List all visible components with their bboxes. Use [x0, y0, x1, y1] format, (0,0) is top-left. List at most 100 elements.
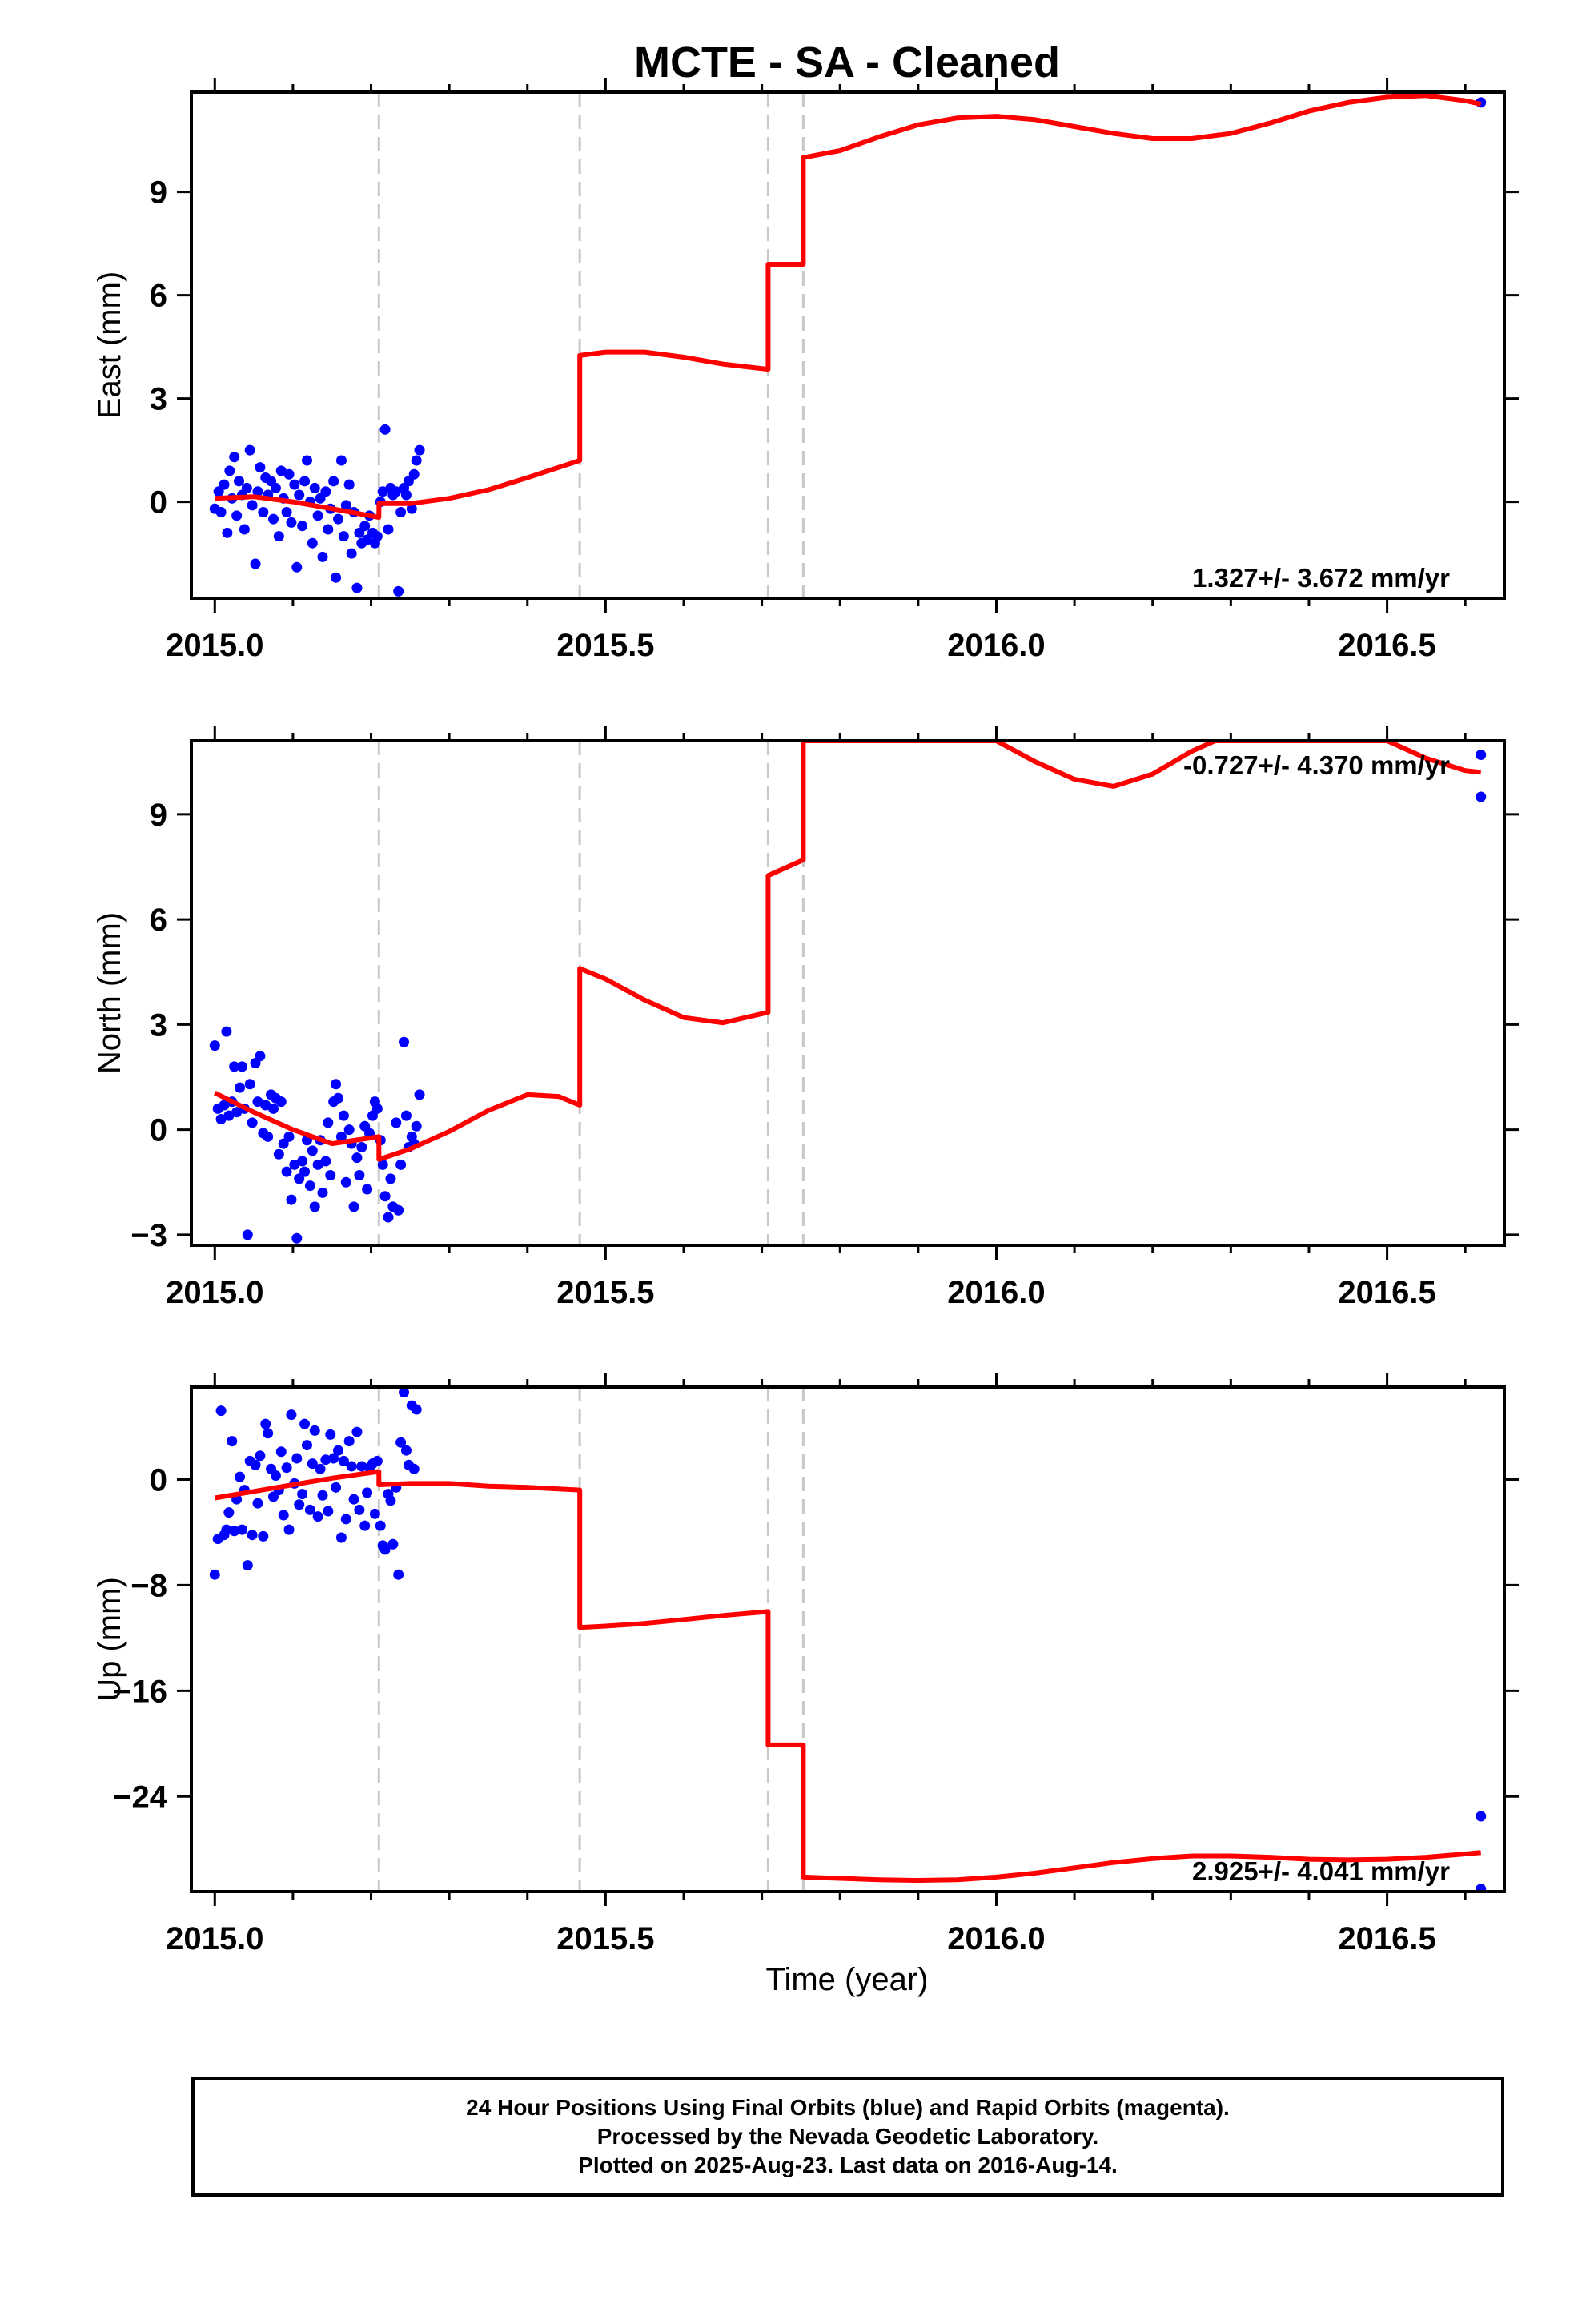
east-data-point — [400, 489, 412, 501]
north-data-point — [354, 1170, 365, 1180]
north-data-point — [244, 1079, 255, 1090]
east-y-tick-label: 3 — [150, 382, 167, 417]
east-data-point — [229, 452, 240, 463]
north-data-point — [320, 1156, 331, 1167]
east-data-point — [299, 476, 311, 487]
north-data-point — [278, 1138, 289, 1149]
up-data-point — [235, 1471, 246, 1482]
east-x-tick-label: 2015.5 — [556, 628, 654, 663]
north-data-point — [299, 1166, 311, 1177]
up-data-point — [301, 1440, 312, 1451]
up-data-point — [379, 1544, 391, 1555]
east-panel: 2015.0 2015.5 2016.0 2016.5 0 3 6 9 East (mm) 1.3… — [92, 78, 1519, 663]
up-data-point — [286, 1409, 297, 1421]
north-data-point — [400, 1110, 412, 1121]
north-y-tick-label: 0 — [150, 1113, 167, 1148]
north-data-point — [343, 1124, 355, 1136]
up-y-tick-label: −16 — [113, 1674, 167, 1709]
east-x-tick-label: 2015.0 — [166, 628, 263, 663]
up-data-point — [209, 1569, 220, 1580]
east-data-point — [289, 479, 300, 490]
east-data-point — [252, 486, 263, 497]
up-data-point — [343, 1436, 355, 1447]
east-data-point — [383, 524, 394, 535]
east-data-point — [411, 455, 422, 466]
up-data-point — [1476, 1884, 1487, 1892]
up-data-point — [299, 1418, 311, 1429]
up-data-point — [309, 1425, 320, 1436]
north-rate-label: -0.727+/- 4.370 mm/yr — [1183, 750, 1450, 780]
north-data-point — [219, 1100, 230, 1111]
east-data-point — [301, 455, 312, 466]
north-data-point — [263, 1131, 274, 1142]
east-data-point — [244, 444, 255, 456]
up-y-tick-label: −8 — [130, 1568, 167, 1603]
east-data-point — [234, 476, 245, 487]
east-rate-label: 1.327+/- 3.672 mm/yr — [1192, 563, 1450, 593]
north-y-tick-label: 3 — [150, 1007, 167, 1043]
up-data-point — [223, 1507, 235, 1518]
north-data-point — [231, 1107, 243, 1118]
east-data-point — [391, 486, 402, 497]
east-data-point — [320, 486, 331, 497]
north-data-point — [281, 1166, 292, 1177]
east-axes-frame — [190, 90, 1506, 600]
up-data-point — [315, 1463, 326, 1474]
up-data-point — [356, 1461, 367, 1472]
up-data-point — [312, 1511, 323, 1522]
east-y-axis-label: East (mm) — [92, 271, 127, 419]
east-data-point — [239, 524, 250, 535]
east-data-point — [377, 486, 388, 497]
north-data-point — [309, 1201, 320, 1212]
up-data-point — [331, 1482, 342, 1493]
east-data-point — [291, 561, 303, 573]
east-data-point — [346, 548, 357, 559]
east-data-point — [331, 572, 342, 583]
up-data-point — [328, 1453, 339, 1464]
east-data-point — [247, 500, 258, 511]
north-data-point — [331, 1079, 342, 1090]
up-y-tick-label: 0 — [150, 1462, 167, 1498]
up-y-axis-label: Up (mm) — [92, 1577, 127, 1702]
north-y-tick-label: −3 — [130, 1218, 167, 1253]
x-axis-label: Time (year) — [766, 1962, 929, 1997]
north-data-point — [335, 1131, 347, 1142]
east-data-point — [222, 527, 233, 538]
up-axes-frame — [190, 1385, 1506, 1893]
north-data-point — [286, 1194, 297, 1205]
east-data-point — [294, 489, 305, 501]
north-data-point — [351, 1152, 363, 1164]
east-data-point — [335, 455, 347, 466]
up-data-point — [250, 1459, 261, 1470]
up-data-point — [258, 1530, 269, 1542]
up-data-point — [294, 1499, 305, 1510]
up-data-point — [396, 1437, 407, 1448]
up-y-tick-label: −24 — [113, 1779, 168, 1815]
north-data-point — [385, 1173, 396, 1184]
north-x-tick-label: 2016.0 — [947, 1275, 1045, 1310]
east-data-point — [338, 531, 349, 542]
north-data-point — [393, 1204, 404, 1216]
north-data-point — [379, 1191, 391, 1202]
east-data-point — [215, 507, 227, 518]
up-data-point — [247, 1530, 258, 1541]
east-data-point — [219, 479, 230, 490]
north-data-point — [414, 1089, 425, 1100]
east-data-point — [224, 465, 235, 476]
east-data-point — [258, 507, 269, 518]
east-x-tick-label: 2016.0 — [947, 628, 1045, 663]
up-x-tick-label: 2015.0 — [166, 1921, 263, 1956]
north-x-tick-label: 2015.5 — [556, 1275, 654, 1310]
north-data-point — [304, 1180, 315, 1192]
up-data-point — [317, 1490, 328, 1501]
up-data-point — [270, 1470, 281, 1481]
east-data-point — [371, 531, 383, 542]
up-data-point — [325, 1429, 336, 1440]
footer-line-1: 24 Hour Positions Using Final Orbits (bl… — [466, 2095, 1230, 2120]
east-data-point — [328, 476, 339, 487]
up-data-point — [354, 1504, 365, 1515]
up-data-point — [399, 1387, 410, 1398]
north-data-point — [291, 1232, 303, 1244]
north-data-point — [260, 1100, 271, 1111]
